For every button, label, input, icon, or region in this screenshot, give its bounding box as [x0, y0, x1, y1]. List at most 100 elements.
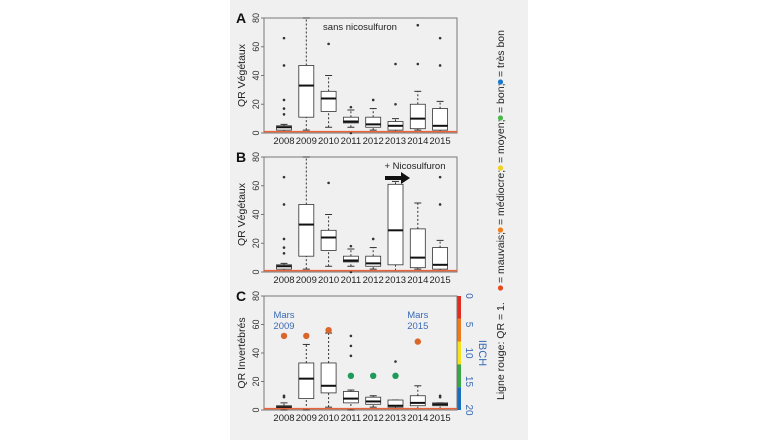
ibch-tick-label: 20 — [463, 404, 474, 416]
legend-item-label: = bon; — [495, 84, 507, 114]
y-tick-label: 80 — [251, 13, 261, 23]
outlier-point — [438, 64, 442, 67]
y-tick-label: 60 — [251, 181, 261, 191]
outlier-point — [282, 113, 286, 116]
x-tick-label: 2014 — [407, 136, 428, 147]
y-tick-label: 40 — [251, 348, 261, 358]
ibch-point — [392, 372, 399, 379]
y-tick-label: 80 — [251, 291, 261, 301]
box — [298, 362, 315, 400]
box — [320, 362, 337, 394]
ibch-point — [303, 332, 310, 340]
outlier-point — [416, 23, 420, 27]
box-2010 — [320, 42, 337, 128]
annotation-text: sans nicosulfuron — [323, 22, 397, 33]
box — [342, 255, 359, 263]
legend-item-label: = très bon — [495, 30, 507, 77]
ibch-color-band — [457, 387, 461, 410]
box-2011 — [342, 244, 359, 274]
outlier-point — [438, 175, 442, 179]
outlier-point — [438, 36, 442, 40]
box — [365, 255, 382, 267]
outlier-point — [349, 244, 353, 248]
ibch-color-band — [457, 296, 461, 319]
x-tick-label: 2013 — [385, 136, 406, 147]
box — [409, 395, 426, 407]
x-tick-label: 2015 — [430, 413, 451, 424]
box-2012 — [365, 395, 382, 408]
y-tick-label: 60 — [251, 42, 261, 52]
annotation-text: 2009 — [273, 321, 294, 332]
arrow-right-icon — [385, 172, 410, 184]
box-2014 — [409, 23, 426, 131]
box-2014 — [409, 202, 426, 270]
legend-item-label: = médiocre; — [495, 170, 507, 225]
legend-color-dot — [497, 115, 504, 121]
y-axis-label: QR Invertébrés — [236, 317, 248, 388]
box — [320, 90, 337, 112]
ibch-axis-label: IBCH — [476, 340, 488, 366]
outlier-point — [282, 394, 286, 398]
x-tick-label: 2010 — [318, 413, 339, 424]
box — [387, 183, 404, 266]
legend-color-dot — [497, 285, 504, 291]
y-tick-label: 40 — [251, 70, 261, 80]
panel-label: C — [236, 288, 246, 304]
ibch-color-band — [457, 341, 461, 365]
panel-label: A — [236, 10, 246, 26]
annotation-text: + Nicosulfuron — [385, 161, 446, 172]
x-tick-label: 2009 — [296, 275, 317, 286]
legend-prefix: Ligne rouge: QR = 1. — [495, 302, 507, 400]
x-tick-label: 2015 — [430, 275, 451, 286]
panel-label: B — [236, 149, 246, 165]
y-tick-label: 40 — [251, 209, 261, 219]
x-tick-label: 2010 — [318, 275, 339, 286]
outlier-point — [371, 237, 375, 241]
x-tick-label: 2015 — [430, 136, 451, 147]
outlier-point — [327, 181, 330, 185]
outlier-point — [394, 360, 397, 363]
box-2011 — [342, 105, 359, 135]
box-2015 — [432, 36, 449, 133]
x-tick-label: 2011 — [341, 275, 361, 286]
box — [409, 228, 426, 269]
outlier-point — [394, 102, 397, 106]
ibch-point — [325, 327, 332, 334]
x-tick-label: 2013 — [385, 275, 406, 286]
x-tick-label: 2012 — [363, 136, 384, 147]
y-axis-label: QR Végétaux — [236, 43, 248, 107]
ibch-tick-label: 15 — [463, 376, 474, 388]
outlier-point — [349, 131, 353, 135]
x-tick-label: 2013 — [385, 413, 406, 424]
annotation-text: Mars — [273, 310, 294, 321]
box-2012 — [365, 237, 382, 270]
x-tick-label: 2012 — [363, 275, 384, 286]
box-2009 — [298, 17, 315, 131]
box-2009 — [298, 156, 315, 270]
x-tick-label: 2008 — [273, 275, 294, 286]
x-tick-label: 2008 — [273, 136, 294, 147]
y-tick-label: 20 — [251, 376, 261, 386]
outlier-point — [438, 203, 442, 206]
legend-item-label: = moyen; — [495, 120, 507, 163]
annotation-text: Mars — [407, 310, 428, 321]
outlier-point — [282, 246, 286, 249]
outlier-point — [282, 237, 286, 241]
box — [432, 108, 449, 131]
outlier-point — [282, 107, 286, 110]
ibch-tick-label: 5 — [463, 322, 474, 328]
outlier-point — [282, 64, 286, 67]
ibch-color-band — [457, 318, 461, 342]
x-tick-label: 2011 — [341, 136, 361, 147]
y-tick-label: 0 — [251, 269, 261, 274]
x-tick-label: 2009 — [296, 136, 317, 147]
y-axis-label: QR Végétaux — [236, 182, 248, 246]
ibch-color-band — [457, 364, 461, 388]
outlier-point — [416, 62, 420, 66]
ibch-tick-label: 0 — [463, 293, 474, 299]
outlier-point — [349, 344, 353, 348]
x-tick-label: 2012 — [363, 413, 384, 424]
outlier-point — [349, 105, 353, 109]
box — [298, 65, 315, 118]
